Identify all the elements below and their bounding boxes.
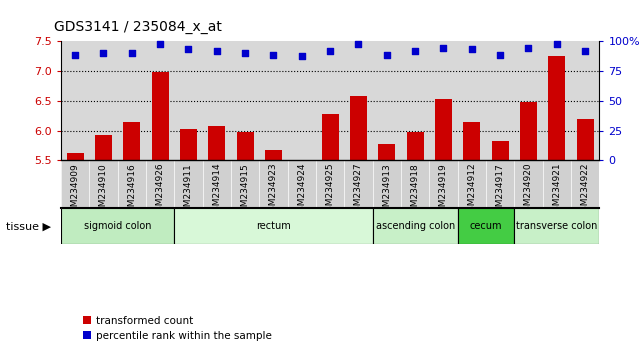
Point — [98, 50, 108, 56]
Bar — [61, 209, 174, 244]
Text: GSM234922: GSM234922 — [581, 163, 590, 217]
Point — [467, 46, 477, 52]
Bar — [265, 150, 282, 160]
Text: GSM234917: GSM234917 — [495, 163, 504, 218]
Text: GSM234916: GSM234916 — [128, 163, 137, 218]
Bar — [208, 126, 225, 160]
Text: GSM234918: GSM234918 — [411, 163, 420, 218]
Bar — [548, 56, 565, 160]
Bar — [372, 209, 458, 244]
Text: GSM234911: GSM234911 — [184, 163, 193, 218]
Text: GSM234914: GSM234914 — [212, 163, 221, 217]
Text: GSM234926: GSM234926 — [156, 163, 165, 217]
Text: transverse colon: transverse colon — [516, 221, 597, 231]
Bar — [123, 121, 140, 160]
Bar — [67, 153, 83, 160]
Bar — [435, 99, 452, 160]
Text: GSM234924: GSM234924 — [297, 163, 306, 217]
Point — [410, 48, 420, 54]
Point — [269, 52, 279, 58]
Text: GSM234925: GSM234925 — [326, 163, 335, 217]
Legend: transformed count, percentile rank within the sample: transformed count, percentile rank withi… — [79, 312, 276, 345]
Point — [552, 41, 562, 47]
Point — [381, 52, 392, 58]
Point — [523, 45, 533, 51]
Text: GSM234921: GSM234921 — [553, 163, 562, 217]
Text: GSM234919: GSM234919 — [439, 163, 448, 218]
Text: ascending colon: ascending colon — [376, 221, 454, 231]
Text: cecum: cecum — [470, 221, 503, 231]
Text: tissue ▶: tissue ▶ — [6, 221, 51, 231]
Text: GSM234910: GSM234910 — [99, 163, 108, 218]
Text: GSM234915: GSM234915 — [240, 163, 249, 218]
Bar — [458, 209, 514, 244]
Bar — [350, 96, 367, 160]
Bar — [492, 141, 509, 160]
Point — [353, 41, 363, 47]
Bar — [577, 119, 594, 160]
Point — [70, 52, 80, 58]
Point — [438, 45, 449, 51]
Point — [155, 41, 165, 47]
Point — [580, 48, 590, 54]
Bar — [378, 144, 395, 160]
Bar — [174, 209, 372, 244]
Bar — [180, 129, 197, 160]
Bar — [463, 121, 480, 160]
Point — [325, 48, 335, 54]
Bar — [95, 135, 112, 160]
Bar — [237, 132, 254, 160]
Point — [240, 50, 250, 56]
Point — [127, 50, 137, 56]
Bar — [322, 114, 338, 160]
Text: GSM234913: GSM234913 — [382, 163, 391, 218]
Point — [183, 46, 194, 52]
Text: GSM234909: GSM234909 — [71, 163, 79, 218]
Bar — [514, 209, 599, 244]
Point — [495, 52, 505, 58]
Text: GSM234920: GSM234920 — [524, 163, 533, 217]
Point — [212, 48, 222, 54]
Text: GSM234923: GSM234923 — [269, 163, 278, 217]
Point — [297, 53, 307, 59]
Text: GSM234912: GSM234912 — [467, 163, 476, 217]
Bar — [151, 73, 169, 160]
Text: rectum: rectum — [256, 221, 291, 231]
Bar — [406, 132, 424, 160]
Text: sigmoid colon: sigmoid colon — [84, 221, 151, 231]
Bar — [520, 102, 537, 160]
Text: GSM234927: GSM234927 — [354, 163, 363, 217]
Text: GDS3141 / 235084_x_at: GDS3141 / 235084_x_at — [54, 19, 222, 34]
